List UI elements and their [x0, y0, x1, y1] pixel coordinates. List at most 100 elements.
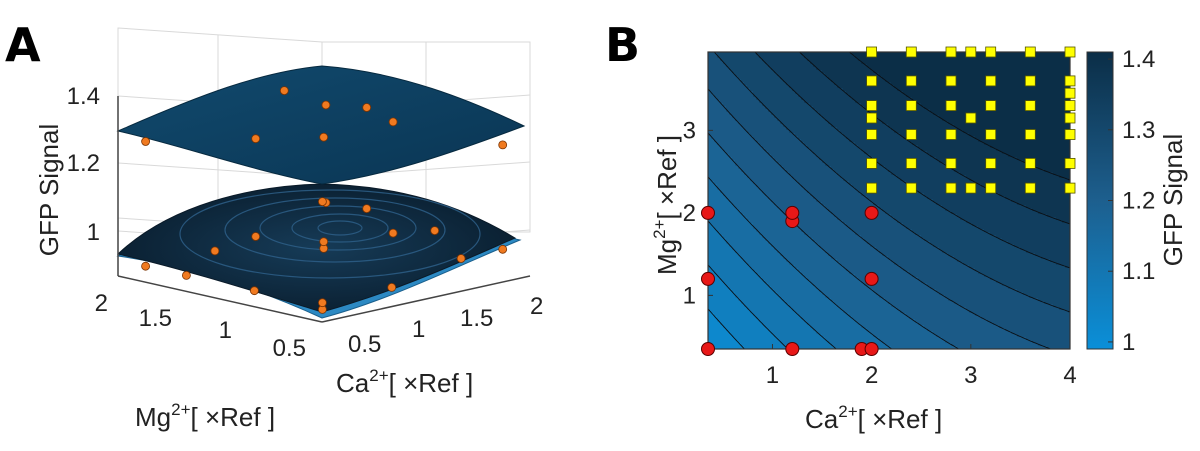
- colorbar-tick-label: 1: [1122, 329, 1135, 356]
- yellow-data-point: [985, 46, 997, 58]
- upper-surface: [116, 65, 526, 185]
- data-point-3d: [319, 132, 329, 142]
- panel-a-3d-surface-chart: 1.4 1.2 1 2 1.5 1 0.5 0.5 1 1.5 2 GFP Si…: [34, 27, 543, 432]
- yellow-data-point: [866, 75, 877, 87]
- data-point-3d: [387, 282, 397, 292]
- data-point-3d: [279, 86, 289, 95]
- contour-fill: [708, 52, 1070, 349]
- data-point-3d: [362, 103, 372, 112]
- contour-line: [708, 132, 960, 349]
- yellow-data-point: [1064, 112, 1076, 124]
- x-tick-label: 3: [964, 362, 977, 389]
- yellow-data-point: [1064, 182, 1076, 194]
- yellow-data-point: [965, 182, 977, 194]
- yellow-data-point: [1064, 157, 1076, 169]
- yellow-data-point: [905, 182, 917, 194]
- data-point-3d: [319, 237, 329, 247]
- 3d-axes: [117, 96, 531, 323]
- colorbar-tick-label: 1.3: [1122, 117, 1155, 144]
- yellow-data-point: [866, 46, 877, 58]
- x-tick-label: 1: [766, 362, 779, 389]
- mg-tick-label: 2: [95, 290, 108, 317]
- yellow-data-point: [985, 157, 997, 169]
- data-point-3d: [317, 298, 327, 308]
- yellow-data-point: [1064, 46, 1076, 58]
- ca-tick-label: 2: [530, 293, 543, 320]
- yellow-data-point: [1024, 100, 1036, 111]
- panel-b-contour-chart: 1 2 3 4 1 2 3 Ca2+[ ×Ref ] Mg2+[ ×Ref ] 1 1.1 1.…: [650, 46, 1188, 434]
- red-data-point: [701, 342, 715, 356]
- contour-line: [708, 220, 837, 349]
- mg-axis-line: [117, 275, 323, 323]
- yellow-data-point: [985, 129, 997, 140]
- data-point-3d: [249, 286, 259, 296]
- z-tick-label: 1: [87, 219, 100, 246]
- red-data-point: [701, 205, 715, 220]
- yellow-data-point: [1064, 87, 1076, 99]
- yellow-data-point: [985, 100, 997, 111]
- colorbar-tick-label: 1.2: [1122, 188, 1155, 215]
- y-tick-label: 2: [683, 200, 696, 227]
- contour-line: [754, 52, 1070, 269]
- yellow-data-point: [945, 182, 957, 194]
- yellow-data-point: [905, 75, 917, 87]
- yellow-data-point: [1024, 129, 1036, 140]
- ca-tick-label: 1: [412, 316, 425, 343]
- ca-tick-label: 1.5: [460, 305, 493, 332]
- yellow-data-point: [965, 112, 977, 124]
- data-point-3d: [388, 228, 398, 238]
- contour-line: [713, 52, 1070, 313]
- 3d-data-points: [141, 86, 508, 314]
- yellow-data-point: [985, 75, 997, 87]
- contour-axis-ticks: 1 2 3 4 1 2 3: [683, 117, 1077, 389]
- yellow-data-point: [945, 100, 957, 111]
- mg-tick-label: 1.5: [139, 305, 172, 332]
- data-point-3d: [251, 232, 261, 241]
- yellow-data-point: [866, 112, 877, 124]
- yellow-data-point: [905, 157, 917, 169]
- yellow-data-point: [985, 182, 997, 194]
- yellow-data-point: [905, 129, 917, 140]
- x-tick-label: 2: [865, 362, 878, 389]
- data-point-3d: [498, 244, 508, 254]
- yellow-data-point: [1024, 75, 1036, 87]
- data-point-3d: [141, 261, 151, 271]
- yellow-data-point: [866, 100, 877, 111]
- contour-data-points: [701, 46, 1076, 356]
- data-point-3d: [181, 270, 191, 280]
- contour-line: [708, 88, 1052, 349]
- z-axis-label: GFP Signal: [34, 124, 64, 256]
- yellow-data-point: [1024, 182, 1036, 194]
- y-tick-label: 1: [683, 282, 696, 309]
- data-point-3d: [321, 100, 331, 110]
- yellow-data-point: [1024, 46, 1036, 58]
- data-point-3d: [456, 254, 466, 263]
- ca-axis-label: Ca2+[ ×Ref ]: [336, 366, 473, 398]
- colorbar-ticks: 1 1.1 1.2 1.3 1.4: [1108, 46, 1155, 356]
- ca-tick-label: 0.5: [348, 331, 381, 358]
- mg-tick-label: 1: [219, 317, 232, 344]
- yellow-data-point: [1064, 100, 1076, 111]
- z-tick-label: 1.4: [67, 83, 100, 110]
- contour-line: [708, 264, 789, 349]
- mg-tick-label: 0.5: [273, 335, 306, 362]
- red-data-point: [701, 271, 715, 286]
- yellow-data-point: [905, 46, 917, 58]
- lower-surface-rings: [179, 189, 481, 279]
- plot-frame: [707, 51, 1071, 350]
- mg-axis-label-b: Mg2+[ ×Ref ]: [650, 135, 682, 275]
- yellow-data-point: [1024, 157, 1036, 169]
- colorbar-label: GFP Signal: [1158, 134, 1188, 266]
- yellow-data-point: [866, 182, 877, 194]
- panel-b-label: B: [605, 18, 640, 72]
- ca-axis-label-b: Ca2+[ ×Ref ]: [805, 402, 942, 434]
- yellow-data-point: [945, 157, 957, 169]
- z-tick-label: 1.2: [67, 150, 100, 177]
- red-data-point: [785, 205, 800, 220]
- yellow-data-point: [945, 75, 957, 87]
- red-data-point: [864, 342, 879, 356]
- x-tick-label: 4: [1063, 362, 1076, 389]
- data-point-3d: [388, 117, 398, 127]
- yellow-data-point: [945, 46, 957, 58]
